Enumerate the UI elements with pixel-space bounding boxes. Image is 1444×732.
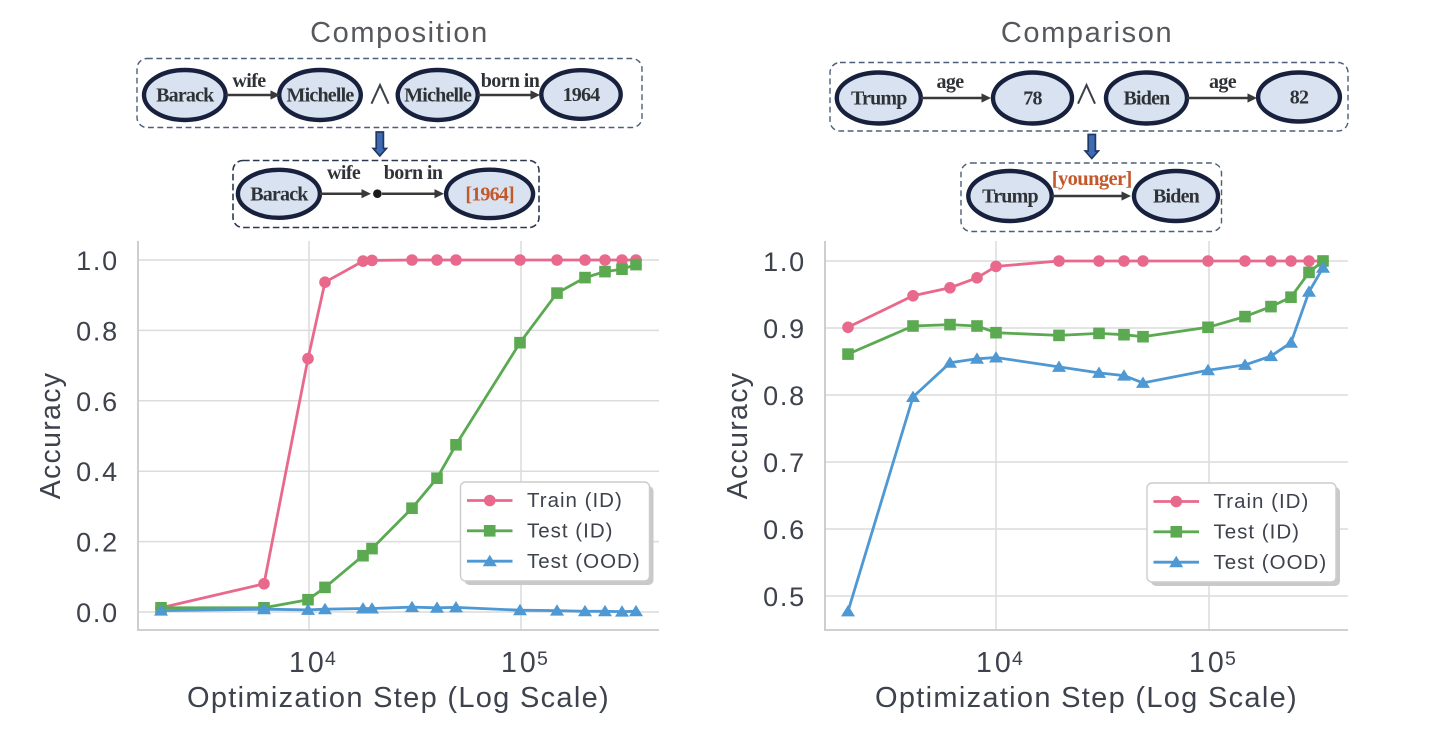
svg-text:[younger]: [younger] [1052, 168, 1132, 190]
svg-text:Accuracy: Accuracy [722, 372, 754, 500]
svg-text:10: 10 [289, 647, 327, 679]
svg-text:0.4: 0.4 [76, 457, 119, 487]
svg-text:Test (ID): Test (ID) [527, 519, 613, 542]
svg-text:Test (ID): Test (ID) [1214, 520, 1300, 543]
svg-text:Optimization Step (Log Scale): Optimization Step (Log Scale) [875, 682, 1298, 714]
svg-text:age: age [1209, 71, 1237, 93]
svg-text:1.0: 1.0 [76, 246, 119, 276]
svg-text:0.0: 0.0 [76, 598, 119, 628]
svg-text:0.6: 0.6 [763, 515, 806, 545]
svg-text:10: 10 [1189, 647, 1227, 679]
svg-text:0.8: 0.8 [76, 316, 119, 346]
svg-text:Test (OOD): Test (OOD) [1214, 551, 1328, 574]
svg-text:Test (OOD): Test (OOD) [527, 550, 641, 573]
svg-text:4: 4 [1012, 648, 1023, 670]
svg-text:Composition: Composition [310, 17, 489, 49]
svg-text:0.9: 0.9 [763, 314, 806, 344]
svg-text:Michelle: Michelle [404, 85, 472, 107]
svg-text:wife: wife [327, 162, 361, 184]
svg-text:born in: born in [384, 162, 443, 184]
svg-text:5: 5 [1225, 648, 1236, 670]
svg-text:0.7: 0.7 [763, 448, 806, 478]
svg-text:10: 10 [501, 647, 539, 679]
svg-text:Train (ID): Train (ID) [527, 489, 623, 512]
svg-text:78: 78 [1023, 88, 1042, 110]
svg-text:5: 5 [537, 648, 548, 670]
svg-text:born in: born in [481, 70, 540, 92]
svg-text:1.0: 1.0 [763, 247, 806, 277]
svg-text:0.2: 0.2 [76, 528, 119, 558]
svg-text:Biden: Biden [1123, 88, 1170, 110]
svg-text:Michelle: Michelle [287, 85, 355, 107]
svg-text:82: 82 [1290, 87, 1309, 109]
svg-text:1964: 1964 [563, 84, 601, 106]
svg-text:wife: wife [232, 70, 266, 92]
svg-text:Accuracy: Accuracy [35, 372, 67, 500]
svg-text:[1964]: [1964] [465, 184, 514, 206]
svg-text:Trump: Trump [851, 88, 907, 110]
svg-text:4: 4 [325, 648, 336, 670]
svg-text:Trump: Trump [982, 186, 1038, 208]
svg-text:0.6: 0.6 [76, 387, 119, 417]
svg-text:Biden: Biden [1153, 186, 1200, 208]
svg-text:Comparison: Comparison [1001, 17, 1173, 49]
svg-text:age: age [936, 71, 964, 93]
svg-text:Barack: Barack [156, 85, 215, 107]
svg-text:Barack: Barack [250, 183, 309, 205]
svg-text:10: 10 [976, 647, 1014, 679]
svg-text:Optimization Step (Log Scale): Optimization Step (Log Scale) [187, 682, 610, 714]
svg-text:0.5: 0.5 [763, 582, 806, 612]
svg-text:0.8: 0.8 [763, 381, 806, 411]
svg-text:Train (ID): Train (ID) [1214, 490, 1310, 513]
